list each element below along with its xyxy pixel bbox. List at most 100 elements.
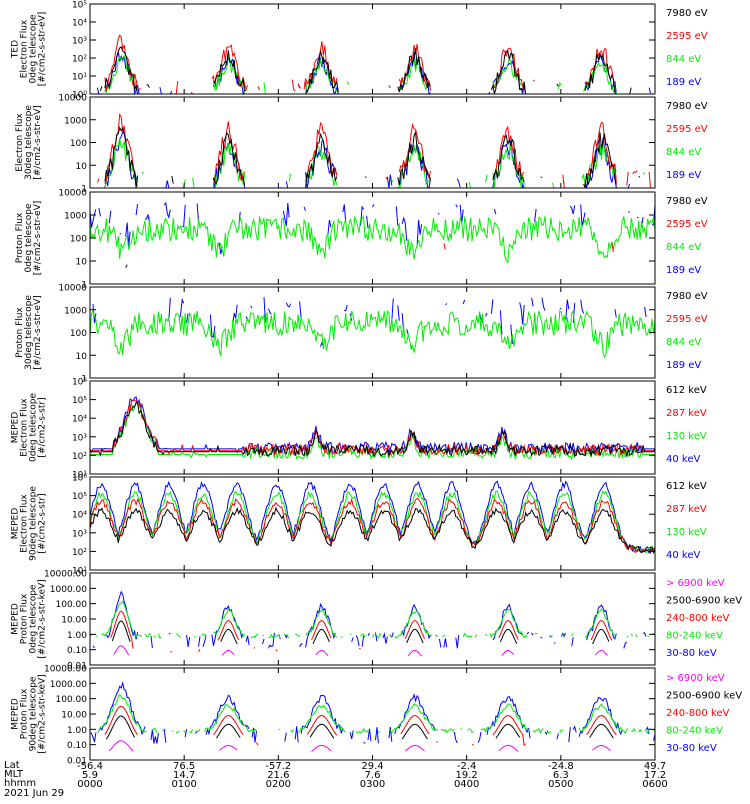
y-tick-label: 10³ <box>72 433 87 443</box>
y-axis-label-line: [#/cm2-s-str-eV] <box>33 105 43 180</box>
y-axis-label-line: 0deg telescope <box>29 393 39 463</box>
x-tick-mlt: 6.3 <box>553 770 569 781</box>
y-tick-label: 10² <box>72 548 87 558</box>
legend-entry: 612 keV <box>666 385 707 396</box>
panel-frame <box>89 96 656 189</box>
y-tick-label: 0.01 <box>67 757 87 767</box>
series-8-2 <box>105 715 614 740</box>
panel-5: 10¹ 10² 10³ 10⁴ 10⁵ 10⁶ MEPEDElectron Flux0deg… <box>11 378 707 481</box>
legend-entry: 189 eV <box>666 360 701 371</box>
panel-4: 1 10 100 1000 10000 Proton Flux30deg telescop… <box>15 284 708 385</box>
y-tick-label: 100.00 <box>56 695 88 705</box>
y-axis-label-line: [#/cm2-s-str-eV] <box>33 201 43 276</box>
legend-entry: 844 eV <box>666 147 701 158</box>
series-8-4 <box>97 693 656 735</box>
y-axis-label-line: Proton Flux <box>15 212 25 263</box>
series-1-3 <box>105 56 643 94</box>
legend-entry: 2595 eV <box>666 219 708 230</box>
panel-8: 0.010.101.0010.00100.001000.0010000.00ME… <box>11 665 743 767</box>
legend-entry: 240-800 keV <box>666 613 730 624</box>
y-tick-label: 10⁰ <box>72 91 87 101</box>
y-tick-label: 1.00 <box>67 631 87 641</box>
y-axis-label-line: 0deg telescope <box>24 203 34 273</box>
series-4-3 <box>89 309 656 358</box>
legend-entry: 287 keV <box>666 408 707 419</box>
y-tick-label: 10⁴ <box>72 19 87 29</box>
x-tick-hhmm: 0500 <box>548 779 573 790</box>
series-5-1 <box>90 401 656 458</box>
legend-entry: 30-80 keV <box>666 648 717 659</box>
x-tick-hhmm: 0200 <box>266 779 291 790</box>
legend-entry: 30-80 keV <box>666 743 717 754</box>
y-axis-label-line: Proton Flux <box>15 307 25 358</box>
y-tick-label: 10³ <box>72 529 87 539</box>
y-tick-label: 100.00 <box>56 600 88 610</box>
legend-entry: 287 keV <box>666 504 707 515</box>
y-tick-label: 10000.00 <box>44 570 87 580</box>
footer-lat-label: Lat <box>4 760 20 771</box>
y-axis-label: MEPEDElectron Flux0deg telescope[#/cm2-s… <box>11 393 48 463</box>
y-tick-label: 1 <box>81 185 87 195</box>
x-tick-mlt: 17.2 <box>644 770 666 781</box>
legend-entry: > 6900 keV <box>666 578 725 589</box>
legend-entry: 7980 eV <box>666 291 708 302</box>
y-tick-label: 0.01 <box>67 662 87 672</box>
y-tick-label: 10² <box>72 55 87 65</box>
y-tick-label: 10000.00 <box>44 665 87 675</box>
y-tick-label: 10¹ <box>72 73 87 83</box>
panel-7: 0.010.101.0010.00100.001000.0010000.00ME… <box>11 570 743 672</box>
y-tick-label: 10000 <box>58 189 87 199</box>
y-axis-label: TEDElectron Flux0deg telescope[#/cm2-s-s… <box>11 12 48 87</box>
footer-mlt-label: MLT <box>4 769 23 780</box>
y-axis-label-line: MEPED <box>11 508 21 540</box>
legend-entry: 40 keV <box>666 454 700 465</box>
y-axis-label-line: [#/cm2-s-str-keV] <box>38 674 48 753</box>
y-axis-label: MEPEDProton Flux0deg telescope[#/cm2-s-s… <box>11 579 48 658</box>
legend-entry: 40 keV <box>666 550 700 561</box>
y-tick-label: 10000 <box>58 284 87 294</box>
y-tick-label: 0.10 <box>67 646 87 656</box>
y-tick-label: 10000 <box>58 94 87 104</box>
y-tick-label: 10⁴ <box>72 511 87 521</box>
y-tick-label: 1000 <box>64 212 87 222</box>
y-tick-label: 1 <box>81 375 87 385</box>
panel-6: 10¹ 10² 10³ 10⁴ 10⁵ 10⁶ MEPEDElectron Flux90de… <box>11 474 707 577</box>
panel-2: 1 10 100 1000 10000 Electron Flux30deg telesc… <box>15 94 708 195</box>
x-tick-mlt: 19.2 <box>456 770 478 781</box>
x-tick-mlt: 14.7 <box>173 770 195 781</box>
y-tick-label: 100 <box>70 329 87 339</box>
y-axis-label-line: [#/cm2-s-str] <box>38 397 48 457</box>
y-axis-label-line: [#/cm2-s-str-eV] <box>38 12 48 87</box>
panel-1: 10⁰ 10¹ 10² 10³ 10⁴ 10⁵ TEDElectron Flux0deg t… <box>11 1 708 101</box>
x-tick-lat: 76.5 <box>173 761 195 772</box>
series-2-2 <box>96 112 651 189</box>
y-tick-label: 10 <box>76 258 88 268</box>
y-axis-label: MEPEDElectron Flux90deg telescope[#/cm2-… <box>11 486 48 561</box>
y-axis-label-line: 30deg telescope <box>24 295 34 370</box>
series-3-1 <box>125 264 128 268</box>
y-tick-label: 100 <box>70 139 87 149</box>
series-8-1 <box>108 740 611 752</box>
footer-date: 2021 Jun 29 <box>4 788 65 799</box>
x-tick-mlt: 21.6 <box>267 770 289 781</box>
series-4-4 <box>93 297 654 347</box>
y-tick-label: 10.00 <box>61 711 87 721</box>
x-tick-lat: -24.8 <box>548 761 574 772</box>
panel-frame <box>89 572 656 666</box>
y-axis-label-line: Electron Flux <box>15 113 25 172</box>
y-axis-label-line: 0deg telescope <box>29 14 39 84</box>
footer-time-label: hhmm <box>4 778 37 789</box>
legend-entry: 189 eV <box>666 77 701 88</box>
y-axis-label: Proton Flux30deg telescope[#/cm2-s-str-e… <box>15 295 43 370</box>
x-tick-hhmm: 0100 <box>171 779 196 790</box>
series-8-5 <box>89 681 656 744</box>
y-tick-label: 10¹ <box>72 471 87 481</box>
legend-entry: > 6900 keV <box>666 673 725 684</box>
x-tick-lat: 49.7 <box>644 761 666 772</box>
series-7-2 <box>111 620 610 645</box>
legend-entry: 2595 eV <box>666 124 708 135</box>
y-tick-label: 10⁶ <box>72 378 87 388</box>
y-axis-label: Proton Flux0deg telescope[#/cm2-s-str-eV… <box>15 201 43 276</box>
